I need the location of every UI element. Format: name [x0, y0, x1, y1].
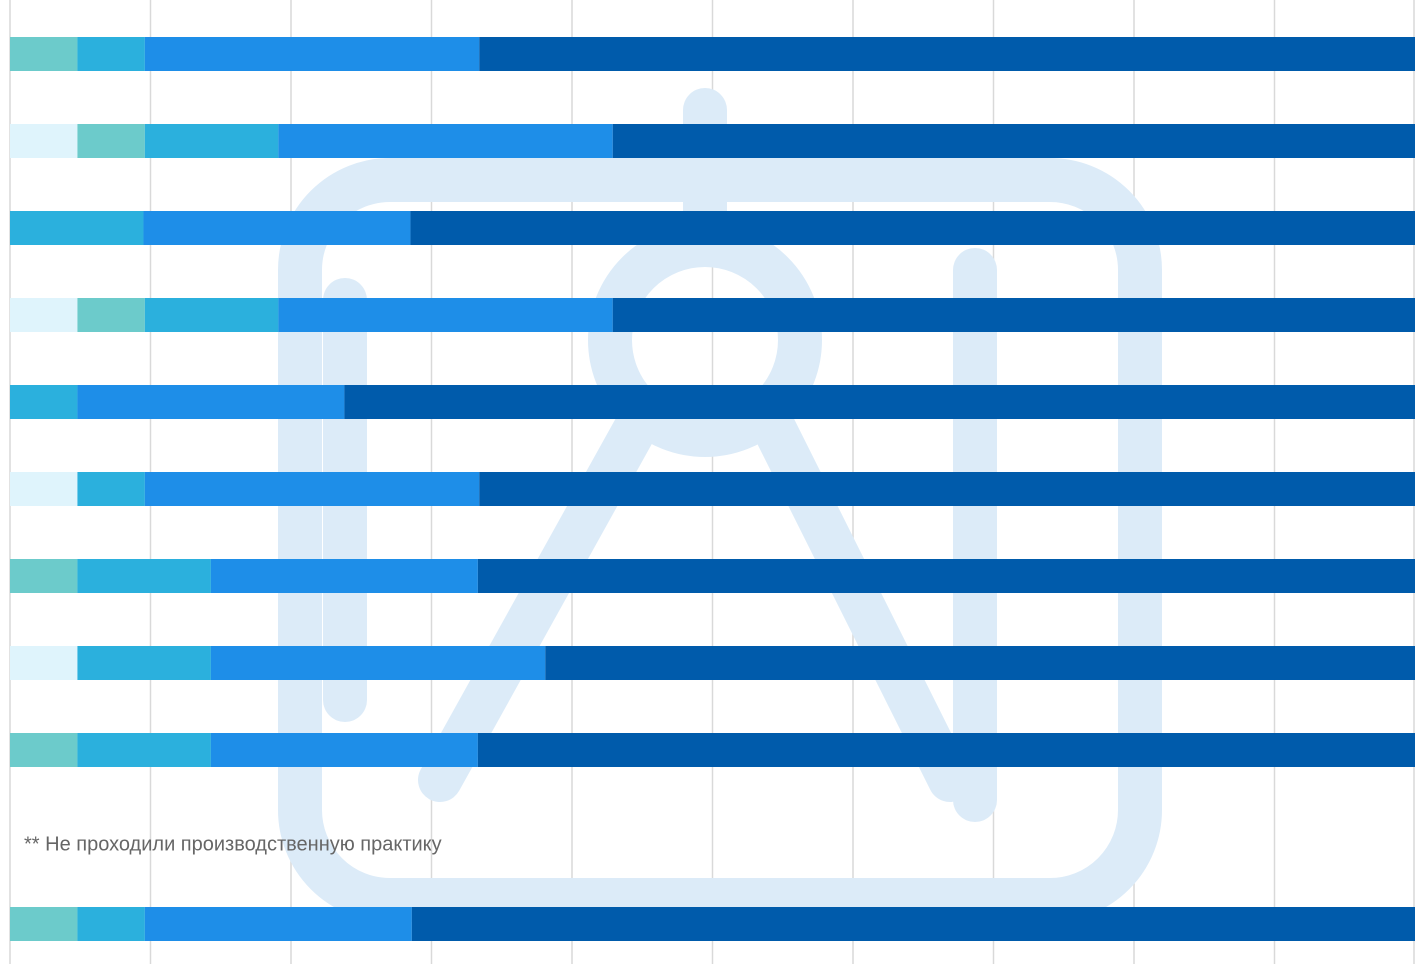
bar-segment — [77, 559, 211, 593]
bar-segment — [278, 124, 613, 158]
bar-segment — [410, 211, 1415, 245]
bar-segment — [210, 733, 478, 767]
bar-segment — [77, 472, 145, 506]
annotation: ** Не проходили производственную практик… — [24, 833, 442, 855]
bar-segment — [278, 298, 613, 332]
bar-segment — [411, 907, 1415, 941]
bar-segment — [144, 124, 279, 158]
bar-segment — [344, 385, 1415, 419]
bar-segment — [77, 385, 345, 419]
bar-segment — [612, 298, 1415, 332]
bar-segment — [10, 646, 78, 680]
bar-segment — [10, 385, 78, 419]
bar-segment — [77, 646, 211, 680]
bar-segment — [77, 733, 211, 767]
bar-segment — [77, 37, 145, 71]
bar-segment — [210, 646, 546, 680]
bar-segment — [10, 907, 78, 941]
bar-segment — [10, 472, 78, 506]
bar-segment — [612, 124, 1415, 158]
bar-segment — [210, 559, 478, 593]
bar-segment — [10, 298, 78, 332]
bar-segment — [144, 37, 480, 71]
bar-segment — [144, 298, 279, 332]
bar-segment — [10, 211, 144, 245]
bar-segment — [144, 907, 412, 941]
bar-segment — [143, 211, 411, 245]
bar-segment — [477, 733, 1415, 767]
bar-segment — [77, 124, 145, 158]
bar-segment — [479, 37, 1415, 71]
bar-segment — [10, 124, 78, 158]
bar-segment — [77, 907, 145, 941]
bar-segment — [10, 733, 78, 767]
bar-segment — [10, 559, 78, 593]
bar-segment — [10, 37, 78, 71]
bar-segment — [545, 646, 1415, 680]
bar-segment — [477, 559, 1415, 593]
bar-segment — [479, 472, 1415, 506]
bar-segment — [77, 298, 145, 332]
bar-segment — [144, 472, 480, 506]
